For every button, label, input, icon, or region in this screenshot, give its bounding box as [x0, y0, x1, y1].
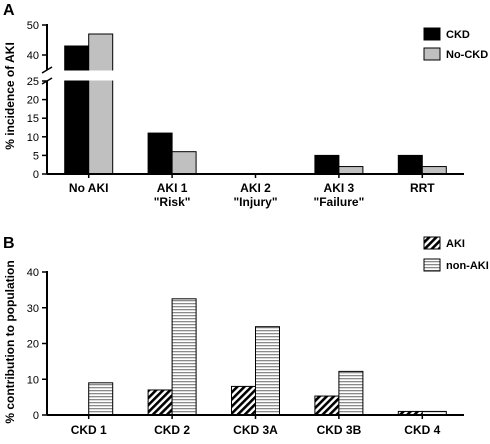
panel-letter-a: A: [3, 2, 15, 19]
legend-label-aki: AKI: [446, 238, 465, 250]
bar-ckd: [147, 132, 173, 175]
bar-no-ckd: [338, 166, 364, 175]
category-labels-b: CKD 1 CKD 2 CKD 3A CKD 3B CKD 4: [71, 415, 441, 437]
y-tick-label: 40: [27, 267, 39, 279]
bar-non-aki: [171, 298, 197, 416]
x-category-label: CKD 2: [154, 423, 190, 437]
axis-break-mark: [41, 66, 53, 74]
bar-ckd: [397, 154, 423, 175]
bar-non-aki: [255, 326, 280, 416]
legend-swatch-ckd: [423, 27, 441, 41]
bar-non-aki: [88, 382, 114, 416]
bar-aki: [147, 389, 173, 416]
bar-aki: [314, 395, 340, 416]
x-category-label: AKI 3: [324, 181, 355, 195]
legend-a: CKD No-CKD: [423, 27, 488, 61]
bar-non-aki: [338, 370, 364, 416]
y-tick-label: 50: [27, 20, 39, 32]
y-tick-label: 30: [27, 303, 39, 315]
x-category-label: "Injury": [233, 195, 277, 209]
legend-swatch-non-aki: [423, 258, 441, 272]
x-category-label: No AKI: [69, 181, 109, 195]
bar-aki: [231, 385, 256, 416]
y-ticks-a: 0 5 10 15 20 25 40 50: [27, 20, 47, 181]
axis-break-gap: [48, 70, 465, 81]
bar-no-ckd: [421, 166, 447, 175]
y-tick-label: 25: [27, 76, 39, 88]
y-axis-title-a: % incidence of AKI: [3, 42, 17, 150]
y-tick-label: 5: [33, 150, 39, 162]
legend-swatch-no-ckd: [423, 47, 441, 61]
y-ticks-b: 0 10 20 30 40: [27, 267, 47, 422]
x-category-label: "Risk": [154, 195, 191, 209]
x-category-label: AKI 2: [240, 181, 271, 195]
y-tick-label: 0: [33, 169, 39, 181]
legend-label-no-ckd: No-CKD: [446, 49, 488, 61]
legend-label-ckd: CKD: [446, 29, 470, 41]
bar-ckd: [64, 45, 90, 175]
x-category-label: CKD 4: [404, 423, 440, 437]
legend-label-non-aki: non-AKI: [446, 260, 489, 272]
x-category-label: "Failure": [314, 195, 365, 209]
x-category-label: RRT: [410, 181, 435, 195]
legend-swatch-aki: [423, 236, 441, 250]
chart-panel-a: A % incidence of AKI 0 5 10 15 20 25 40 50 No A…: [3, 2, 488, 209]
x-category-label: AKI 1: [157, 181, 188, 195]
bars-a: [48, 33, 465, 175]
y-tick-label: 0: [33, 410, 39, 422]
x-category-label: CKD 3A: [233, 423, 278, 437]
bar-ckd: [314, 154, 340, 175]
y-axis-title-b: % contribution to population: [3, 260, 17, 423]
bars-b: [88, 298, 447, 416]
legend-b: AKI non-AKI: [423, 236, 489, 272]
y-tick-label: 40: [27, 50, 39, 62]
x-category-label: CKD 1: [71, 423, 107, 437]
y-tick-label: 10: [27, 374, 39, 386]
y-tick-label: 10: [27, 132, 39, 144]
y-tick-label: 15: [27, 113, 39, 125]
y-tick-label: 20: [27, 339, 39, 351]
bar-no-ckd: [88, 33, 114, 175]
axis-break-mark: [41, 77, 53, 85]
chart-panel-b: B % contribution to population 0 10 20 30 40…: [3, 235, 489, 437]
bar-no-ckd: [171, 151, 197, 175]
panel-letter-b: B: [3, 235, 15, 252]
x-category-label: CKD 3B: [317, 423, 362, 437]
y-tick-label: 20: [27, 95, 39, 107]
category-labels-a: No AKI AKI 1"Risk" AKI 2"Injury" AKI 3"Fail…: [69, 174, 435, 209]
